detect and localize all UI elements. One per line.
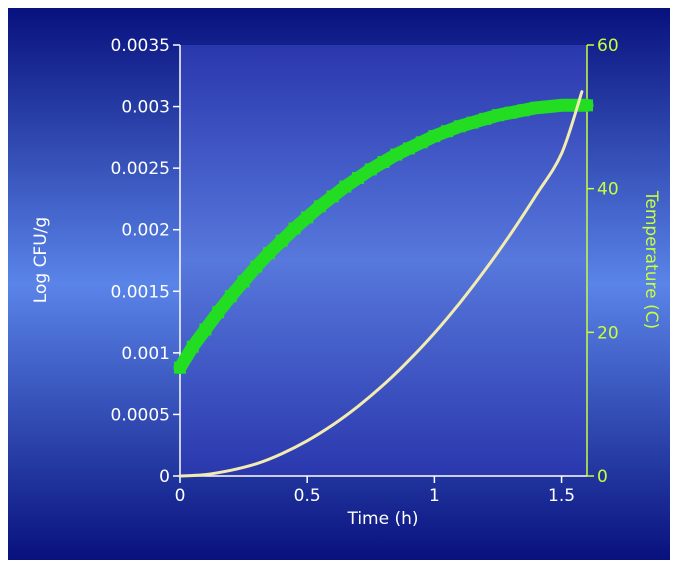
series-0-point [428,130,441,143]
series-0-point [479,112,492,125]
series-0-point [237,275,250,288]
y-left-tick-label: 0.0025 [111,159,170,179]
series-0-point [174,361,186,374]
series-0-point [453,120,466,133]
series-0-point [352,171,365,184]
x-tick-label: 0 [175,486,186,506]
y-left-tick-label: 0.0005 [111,405,170,425]
y-right-tick-label: 0 [597,467,608,487]
series-0-point [288,222,301,235]
y-right-tick-label: 40 [597,180,619,200]
series-0-point [415,136,428,149]
series-0-point [186,340,199,353]
series-0-point [339,180,352,193]
x-tick-label: 1.5 [548,486,575,506]
series-0-point [466,116,479,129]
series-0-point [275,234,288,247]
series-0-point [542,100,555,113]
y-left-tick-label: 0.001 [121,344,170,364]
series-0-point [402,142,415,155]
series-0-point [390,148,403,161]
y-axis-label-right: Temperature (C) [641,190,661,329]
series-0-point [263,247,276,260]
series-0-point [555,99,568,112]
series-0-point [441,125,454,138]
y-left-tick-label: 0.002 [121,221,170,241]
series-0-point [212,306,225,319]
axes-group: 0 0.0005 0.001 0.0015 0.002 0.0025 0.003 0.0035… [111,36,619,506]
series-0-point [250,260,263,273]
y-right-tick-label: 60 [597,36,619,56]
y-left-tick-label: 0.003 [121,98,170,118]
series-0-point [224,290,237,303]
y-left-tick-label: 0.0015 [111,282,170,302]
y-left-tick-label: 0 [159,467,170,487]
y-right-tick-label: 20 [597,323,619,343]
marks-group [173,90,594,478]
series-0-point [301,211,314,224]
series-0-point [504,106,517,119]
x-tick-label: 1 [429,486,440,506]
series-0-point [517,104,530,117]
series-0-point [377,155,390,168]
series-0-point [313,200,326,213]
x-axis-label: Time (h) [346,509,418,529]
series-0-point [530,101,543,114]
series-0-point [326,190,339,203]
y-left-tick-label: 0.0035 [111,36,170,56]
series-1-line [178,90,584,478]
series-0-point [581,99,593,112]
series-0-point [364,163,377,176]
y-axis-label-left: Log CFU/g [31,217,51,303]
series-0-point [199,323,212,336]
x-tick-label: 0.5 [294,486,321,506]
series-0-point [491,109,504,122]
